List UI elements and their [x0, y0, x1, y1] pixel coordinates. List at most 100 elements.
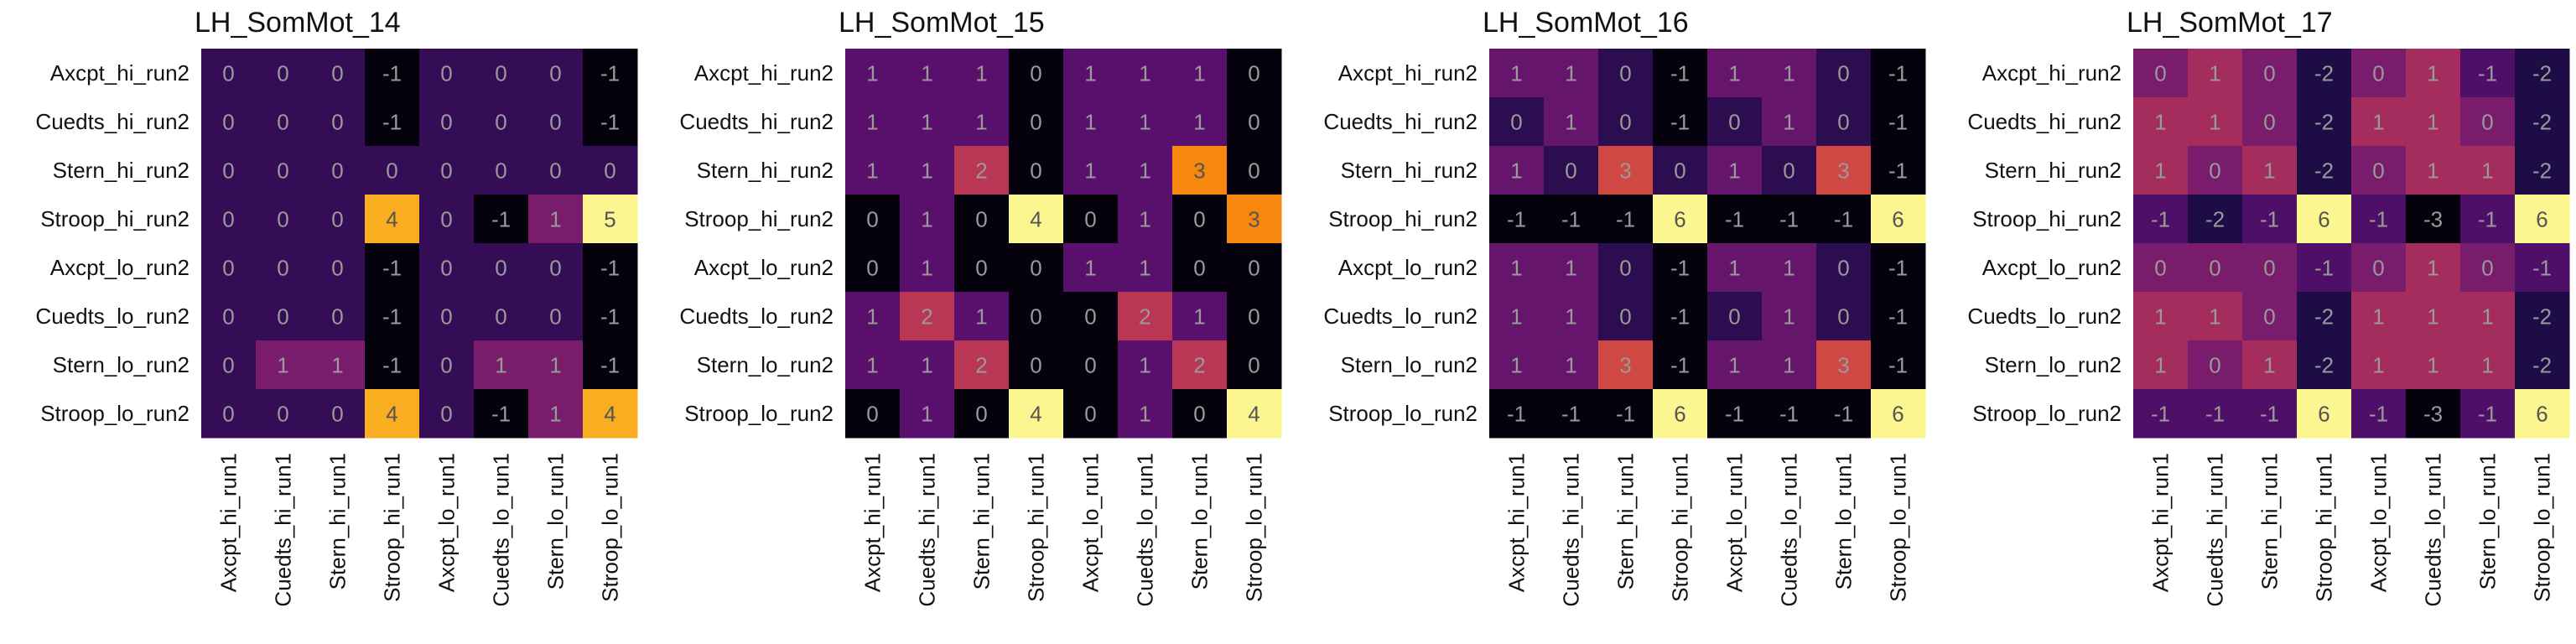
cell-value-label: -2 — [2532, 60, 2552, 86]
cell-value-label: 1 — [866, 352, 878, 377]
heatmap-cell — [1063, 97, 1119, 147]
cell-value-label: 0 — [1084, 401, 1096, 426]
cell-value-label: 0 — [222, 304, 234, 329]
heatmap-cell — [1598, 49, 1654, 98]
cell-value-label: 0 — [331, 304, 343, 329]
row-tick-label: Cuedts_hi_run2 — [1967, 109, 2122, 134]
cell-value-label: -1 — [1670, 352, 1690, 377]
heatmap-cell — [2188, 292, 2243, 341]
cell-value-label: 0 — [277, 109, 288, 134]
cell-value-label: 1 — [1510, 255, 1522, 280]
cell-value-label: -2 — [2314, 304, 2334, 329]
heatmap-cell — [419, 340, 475, 390]
cell-value-label: 1 — [1139, 255, 1150, 280]
cell-value-label: -1 — [1779, 206, 1799, 231]
cell-value-label: 0 — [1619, 109, 1631, 134]
heatmap-panel: LH_SomMot_16 1 1 0 -1 1 1 0 -1 0 1 0 -1 0 1 0 -1 1 0 3 0 1 0 3 -… — [1323, 7, 1926, 607]
cell-value-label: -1 — [382, 60, 402, 86]
heatmap-cell — [419, 49, 475, 98]
heatmap-cell — [1871, 292, 1926, 341]
cell-value-label: -2 — [2314, 158, 2334, 183]
cell-value-label: 0 — [1728, 304, 1740, 329]
cell-value-label: 0 — [1248, 304, 1259, 329]
heatmap-cell — [365, 146, 420, 195]
cell-value-label: 1 — [277, 352, 288, 377]
heatmap-cell — [528, 243, 584, 293]
cell-value-label: 1 — [1783, 109, 1794, 134]
heatmap-cell — [256, 97, 311, 147]
heatmap-cell — [2515, 292, 2570, 341]
heatmap-cell — [2242, 243, 2298, 293]
heatmap-cell — [1707, 243, 1763, 293]
heatmap-cell — [201, 97, 257, 147]
column-tick-label: Stroop_lo_run1 — [598, 453, 623, 602]
heatmap-cell — [1816, 389, 1872, 439]
heatmap-cell — [365, 243, 420, 293]
cell-value-label: 0 — [1193, 206, 1205, 231]
cell-value-label: 0 — [2209, 255, 2220, 280]
row-tick-label: Cuedts_lo_run2 — [35, 304, 190, 329]
cell-value-label: 1 — [921, 158, 932, 183]
cell-value-label: -1 — [600, 109, 620, 134]
heatmap-cell — [1544, 195, 1599, 244]
heatmap-cell — [1816, 146, 1872, 195]
heatmap-cell — [2242, 49, 2298, 98]
cell-value-label: 4 — [604, 401, 615, 426]
cell-value-label: 0 — [1248, 255, 1259, 280]
heatmap-cell — [2351, 146, 2407, 195]
heatmap-cell — [1871, 195, 1926, 244]
heatmap-cell — [1762, 146, 1817, 195]
heatmap-cell — [1544, 389, 1599, 439]
cell-value-label: 1 — [1565, 60, 1576, 86]
row-tick-label: Axcpt_hi_run2 — [1338, 60, 1478, 86]
heatmap-cell — [900, 243, 955, 293]
column-tick-label: Stroop_hi_run1 — [380, 453, 405, 602]
heatmap-cell — [1489, 389, 1545, 439]
heatmap-cell — [528, 146, 584, 195]
cell-value-label: 1 — [1783, 352, 1794, 377]
cell-value-label: 3 — [1193, 158, 1205, 183]
heatmap-panel: LH_SomMot_15 1 1 1 0 1 1 1 0 1 1 1 0 1 1 1 0 1 1 2 0 1 1 3 0 0 1 0 4… — [679, 7, 1282, 607]
cell-value-label: 0 — [277, 206, 288, 231]
cell-value-label: 1 — [1084, 158, 1096, 183]
cell-value-label: 4 — [386, 206, 397, 231]
cell-value-label: -2 — [2532, 352, 2552, 377]
cell-value-label: -1 — [2369, 206, 2388, 231]
row-tick-label: Cuedts_lo_run2 — [679, 304, 834, 329]
heatmap-cell — [1598, 389, 1654, 439]
cell-value-label: 1 — [1084, 60, 1096, 86]
heatmap-cell — [419, 292, 475, 341]
cell-value-label: 0 — [331, 109, 343, 134]
cell-value-label: 0 — [1193, 401, 1205, 426]
cell-value-label: 0 — [495, 60, 506, 86]
column-tick-label: Axcpt_lo_run1 — [434, 453, 460, 592]
heatmap-cell — [310, 243, 366, 293]
cell-value-label: 1 — [921, 255, 932, 280]
cell-value-label: 0 — [440, 304, 452, 329]
cell-value-label: 0 — [1248, 158, 1259, 183]
heatmap-cell — [1172, 292, 1228, 341]
heatmap-cell — [583, 340, 638, 390]
cell-value-label: -1 — [1888, 60, 1908, 86]
heatmap-cell — [2133, 97, 2189, 147]
heatmap-cell — [845, 389, 901, 439]
cell-value-label: -1 — [1725, 206, 1744, 231]
cell-value-label: 0 — [2372, 158, 2384, 183]
heatmap-cell — [419, 97, 475, 147]
cell-value-label: -1 — [2151, 206, 2170, 231]
cell-value-label: 0 — [1619, 60, 1631, 86]
cell-value-label: -2 — [2205, 206, 2225, 231]
column-tick-label: Stroop_hi_run1 — [2312, 453, 2337, 602]
heatmap-cell — [1118, 146, 1173, 195]
heatmap-cell — [1707, 340, 1763, 390]
cell-value-label: -2 — [2532, 304, 2552, 329]
heatmap-cell — [2351, 195, 2407, 244]
cell-value-label: 0 — [277, 158, 288, 183]
column-tick-label: Stroop_hi_run1 — [1024, 453, 1049, 602]
column-tick-label: Stern_hi_run1 — [1613, 453, 1639, 589]
heatmap-cell — [1871, 243, 1926, 293]
heatmap-cell — [2406, 389, 2461, 439]
heatmap-cell — [2133, 292, 2189, 341]
heatmap-cell — [1544, 243, 1599, 293]
